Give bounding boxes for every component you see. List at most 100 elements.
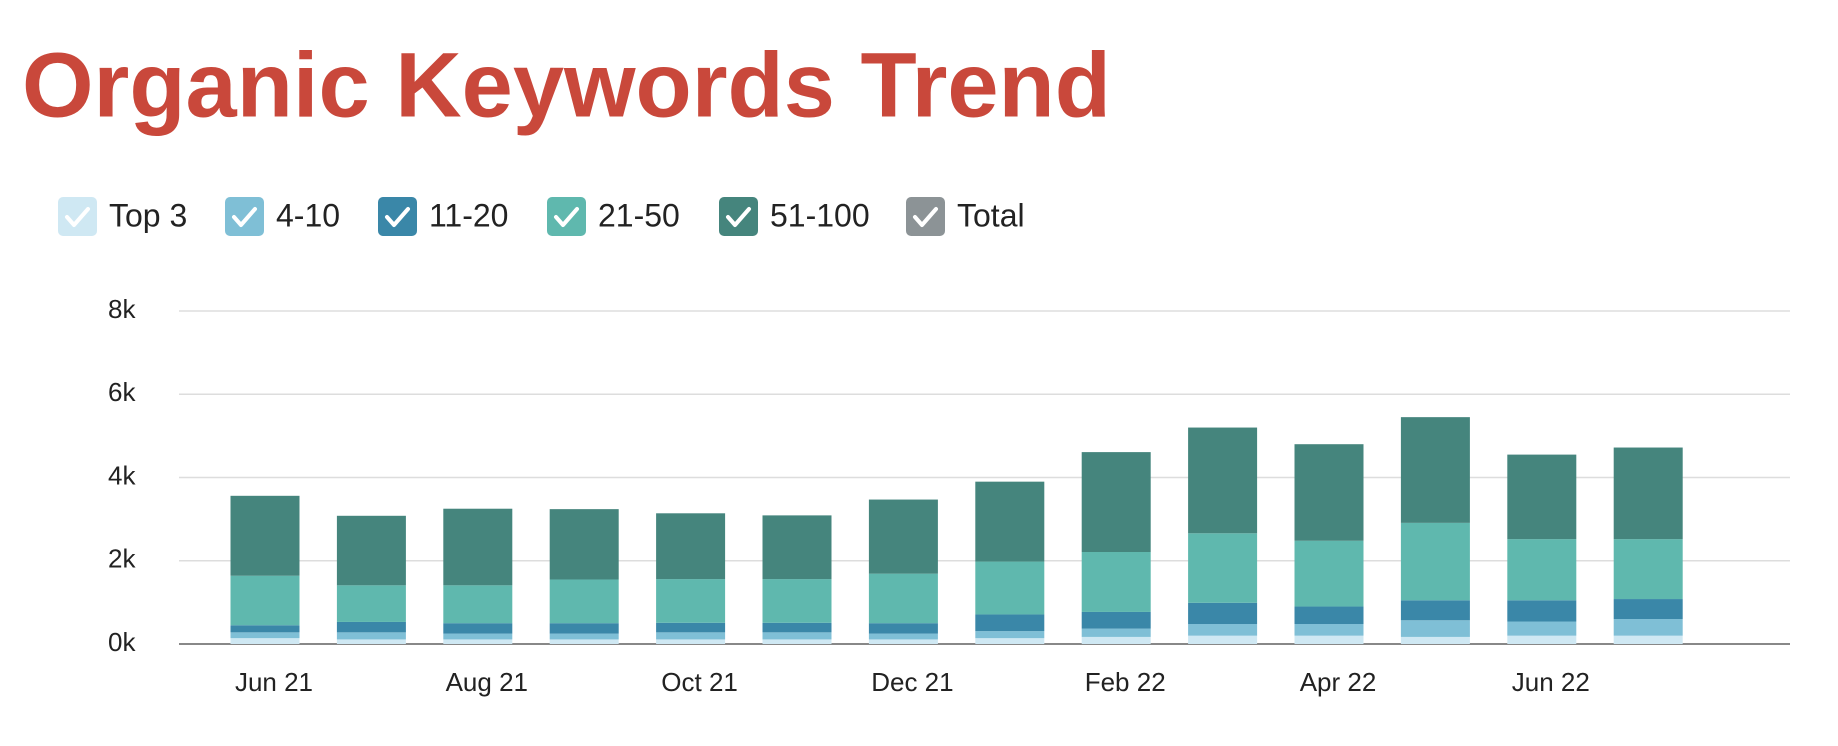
x-tick-label: Oct 21: [661, 667, 738, 697]
bar-segment: [762, 632, 832, 640]
bar-segment: [868, 499, 938, 574]
bar-segment: [1188, 533, 1258, 603]
legend-checkbox: [547, 197, 586, 236]
bar-segment: [1400, 522, 1470, 601]
legend-checkbox: [225, 197, 264, 236]
legend-checkbox: [378, 197, 417, 236]
bar-segment: [549, 623, 619, 634]
legend-checkbox: [58, 197, 97, 236]
bar-segment: [656, 622, 726, 633]
legend-item: Top 3: [58, 197, 187, 236]
bar-segment: [1294, 624, 1364, 636]
bar-segment: [230, 638, 300, 644]
bar-segment: [549, 579, 619, 624]
legend-check: [385, 207, 410, 227]
legend-label: 51-100: [770, 197, 870, 233]
bar-segment: [656, 513, 726, 580]
bar-segment: [230, 495, 300, 576]
bar-segment: [1613, 635, 1683, 644]
y-tick-label: 6k: [108, 377, 136, 407]
bar-segment: [443, 623, 513, 634]
bar-segment: [656, 639, 726, 644]
y-tick-label: 4k: [108, 460, 136, 490]
bar-segment: [1081, 628, 1151, 637]
x-tick-label: Jun 22: [1512, 667, 1590, 697]
legend-label: Top 3: [109, 197, 187, 233]
bar-segment: [975, 614, 1045, 632]
bar-segment: [336, 585, 406, 622]
x-tick-label: Aug 21: [446, 667, 528, 697]
legend-label: 4-10: [276, 197, 340, 233]
bar-segment: [1081, 452, 1151, 553]
legend-check: [554, 207, 579, 227]
bar-segment: [230, 575, 300, 626]
bar-segment: [1294, 444, 1364, 541]
bar-segment: [1507, 600, 1577, 622]
legend-checkbox: [906, 197, 945, 236]
legend-item: 51-100: [719, 197, 870, 236]
bar-segment: [1294, 606, 1364, 625]
bar-segment: [336, 632, 406, 640]
bar-segment: [549, 639, 619, 644]
legend-check: [65, 207, 90, 227]
bar-segment: [868, 573, 938, 624]
x-tick-label: Apr 22: [1300, 667, 1377, 697]
bar-segment: [1400, 636, 1470, 644]
bar-segment: [1507, 635, 1577, 644]
bar-segment: [549, 509, 619, 580]
legend-label: 21-50: [598, 197, 680, 233]
bar-segment: [1188, 624, 1258, 636]
legend-checkbox: [719, 197, 758, 236]
legend-check: [232, 207, 257, 227]
legend-label: Total: [957, 197, 1025, 233]
bar-segment: [1081, 552, 1151, 612]
bar-segment: [1081, 611, 1151, 629]
bar-segment: [1294, 540, 1364, 607]
bar-segment: [230, 625, 300, 633]
legend-check: [913, 207, 938, 227]
bar-segment: [1400, 620, 1470, 637]
bar-segment: [336, 639, 406, 644]
chart-title: Organic Keywords Trend: [22, 34, 1111, 136]
legend-item: Total: [906, 197, 1025, 236]
x-tick-label: Feb 22: [1085, 667, 1166, 697]
bar-segment: [443, 633, 513, 640]
bar-segment: [1081, 636, 1151, 644]
bar-segment: [762, 515, 832, 580]
bar-segment: [443, 508, 513, 586]
bar-segment: [336, 621, 406, 633]
bar-segment: [868, 633, 938, 640]
bar-segment: [1400, 417, 1470, 523]
bar-segment: [1613, 539, 1683, 600]
bar-segment: [1613, 599, 1683, 620]
bar-segment: [868, 623, 938, 634]
bar-segment: [549, 633, 619, 640]
bar-segment: [975, 631, 1045, 639]
bar-segment: [762, 579, 832, 623]
bar-segment: [868, 639, 938, 644]
bar-segment: [1400, 600, 1470, 621]
bar-segment: [443, 585, 513, 624]
bar-segment: [1294, 635, 1364, 644]
y-tick-label: 2k: [108, 544, 136, 574]
y-tick-label: 8k: [108, 294, 136, 324]
legend-check: [726, 207, 751, 227]
legend-label: 11-20: [429, 197, 508, 233]
bar-segment: [656, 579, 726, 623]
bar-segment: [1613, 619, 1683, 636]
bar-segment: [975, 561, 1045, 615]
legend-item: 4-10: [225, 197, 340, 236]
bar-segment: [1507, 454, 1577, 540]
legend-item: 21-50: [547, 197, 680, 236]
bar-segment: [1188, 427, 1258, 534]
bar-segment: [1613, 447, 1683, 540]
bar-segment: [336, 515, 406, 586]
bar-segment: [1188, 602, 1258, 625]
bar-segment: [656, 632, 726, 640]
bar-segment: [230, 632, 300, 639]
bar-segment: [1188, 635, 1258, 644]
x-tick-label: Jun 21: [235, 667, 313, 697]
bar-segment: [975, 638, 1045, 644]
bar-segment: [443, 639, 513, 644]
